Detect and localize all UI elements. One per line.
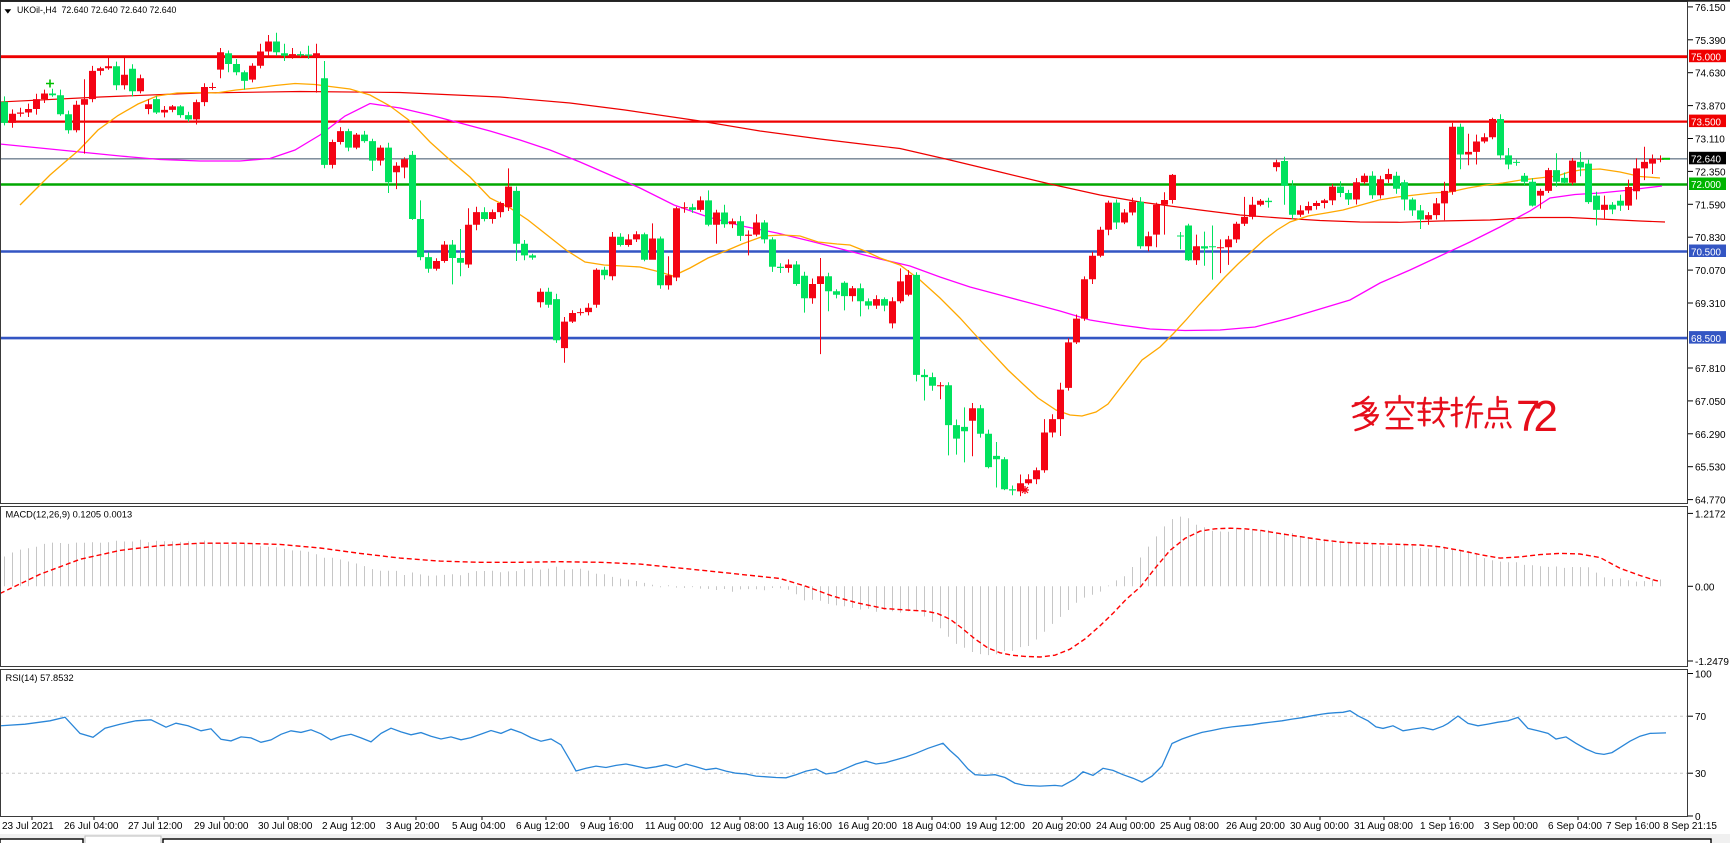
svg-text:65.530: 65.530 bbox=[1695, 463, 1726, 474]
svg-text:31 Aug 08:00: 31 Aug 08:00 bbox=[1354, 821, 1413, 832]
svg-text:30 Jul 08:00: 30 Jul 08:00 bbox=[258, 821, 313, 832]
svg-text:74.630: 74.630 bbox=[1695, 69, 1726, 80]
svg-text:23 Jul 2021: 23 Jul 2021 bbox=[2, 821, 54, 832]
svg-text:68.500: 68.500 bbox=[1691, 334, 1722, 345]
svg-text:67.810: 67.810 bbox=[1695, 364, 1726, 375]
svg-text:75.000: 75.000 bbox=[1691, 53, 1722, 64]
svg-text:7 Sep 16:00: 7 Sep 16:00 bbox=[1606, 821, 1660, 832]
svg-text:30: 30 bbox=[1695, 769, 1707, 780]
svg-text:69.310: 69.310 bbox=[1695, 299, 1726, 310]
svg-text:26 Jul 04:00: 26 Jul 04:00 bbox=[64, 821, 119, 832]
svg-text:1.2172: 1.2172 bbox=[1695, 509, 1726, 520]
svg-text:24 Aug 00:00: 24 Aug 00:00 bbox=[1096, 821, 1155, 832]
svg-text:73.870: 73.870 bbox=[1695, 102, 1726, 113]
svg-text:76.150: 76.150 bbox=[1695, 3, 1726, 14]
svg-text:3 Sep 00:00: 3 Sep 00:00 bbox=[1484, 821, 1538, 832]
svg-text:6 Sep 04:00: 6 Sep 04:00 bbox=[1548, 821, 1602, 832]
svg-text:0: 0 bbox=[1695, 812, 1701, 823]
svg-text:25 Aug 08:00: 25 Aug 08:00 bbox=[1160, 821, 1219, 832]
svg-text:70.070: 70.070 bbox=[1695, 266, 1726, 277]
svg-text:1 Sep 16:00: 1 Sep 16:00 bbox=[1420, 821, 1474, 832]
svg-text:73.500: 73.500 bbox=[1691, 117, 1722, 128]
svg-text:66.290: 66.290 bbox=[1695, 430, 1726, 441]
svg-text:18 Aug 04:00: 18 Aug 04:00 bbox=[902, 821, 961, 832]
svg-text:70.830: 70.830 bbox=[1695, 233, 1726, 244]
svg-text:72.350: 72.350 bbox=[1695, 167, 1726, 178]
svg-text:67.050: 67.050 bbox=[1695, 397, 1726, 408]
svg-text:3 Aug 20:00: 3 Aug 20:00 bbox=[386, 821, 440, 832]
svg-text:73.110: 73.110 bbox=[1695, 135, 1725, 146]
svg-text:30 Aug 00:00: 30 Aug 00:00 bbox=[1290, 821, 1349, 832]
svg-text:75.390: 75.390 bbox=[1695, 36, 1726, 47]
svg-text:8 Sep 21:15: 8 Sep 21:15 bbox=[1663, 821, 1717, 832]
svg-text:RSI(14) 57.8532: RSI(14) 57.8532 bbox=[6, 673, 74, 683]
svg-text:71.590: 71.590 bbox=[1695, 200, 1726, 211]
svg-text:27 Jul 12:00: 27 Jul 12:00 bbox=[128, 821, 183, 832]
svg-text:9 Aug 16:00: 9 Aug 16:00 bbox=[580, 821, 634, 832]
svg-text:19 Aug 12:00: 19 Aug 12:00 bbox=[966, 821, 1025, 832]
svg-text:26 Aug 20:00: 26 Aug 20:00 bbox=[1226, 821, 1285, 832]
svg-text:100: 100 bbox=[1695, 670, 1712, 681]
svg-text:13 Aug 16:00: 13 Aug 16:00 bbox=[773, 821, 832, 832]
svg-text:72.640: 72.640 bbox=[1691, 155, 1722, 166]
svg-text:70: 70 bbox=[1695, 712, 1707, 723]
svg-text:72.000: 72.000 bbox=[1691, 180, 1722, 191]
svg-text:-1.2479: -1.2479 bbox=[1695, 657, 1729, 668]
svg-text:16 Aug 20:00: 16 Aug 20:00 bbox=[838, 821, 897, 832]
svg-text:64.770: 64.770 bbox=[1695, 496, 1726, 507]
svg-text:0.00: 0.00 bbox=[1695, 582, 1715, 593]
svg-text:29 Jul 00:00: 29 Jul 00:00 bbox=[194, 821, 249, 832]
svg-text:2 Aug 12:00: 2 Aug 12:00 bbox=[322, 821, 376, 832]
svg-text:72: 72 bbox=[1516, 392, 1558, 441]
svg-text:6 Aug 12:00: 6 Aug 12:00 bbox=[516, 821, 570, 832]
svg-text:UKOil-,H4 72.640 72.640 72.64: UKOil-,H4 72.640 72.640 72.640 72.640 bbox=[17, 5, 177, 15]
svg-text:12 Aug 08:00: 12 Aug 08:00 bbox=[710, 821, 769, 832]
svg-text:70.500: 70.500 bbox=[1691, 247, 1722, 258]
svg-text:20 Aug 20:00: 20 Aug 20:00 bbox=[1032, 821, 1091, 832]
svg-text:11 Aug 00:00: 11 Aug 00:00 bbox=[645, 821, 704, 832]
svg-text:MACD(12,26,9) 0.1205 0.0013: MACD(12,26,9) 0.1205 0.0013 bbox=[6, 510, 133, 520]
svg-text:5 Aug 04:00: 5 Aug 04:00 bbox=[452, 821, 506, 832]
